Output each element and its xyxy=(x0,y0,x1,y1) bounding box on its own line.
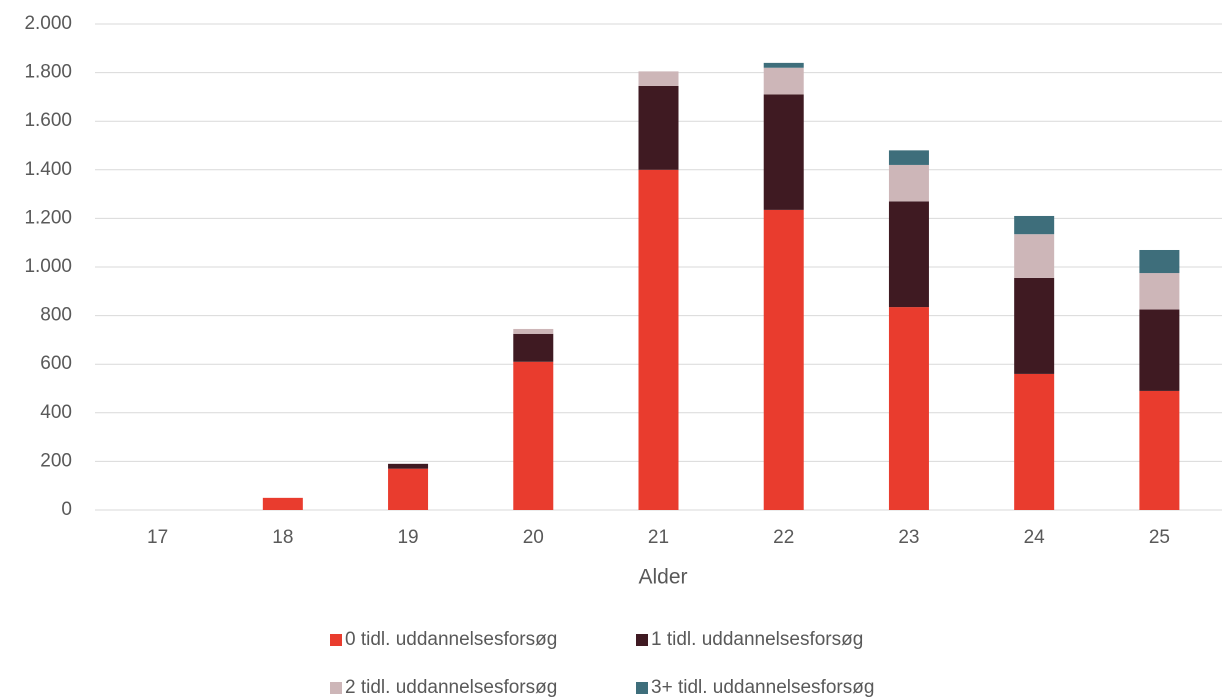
bar-segment xyxy=(763,67,804,95)
x-axis-label: Alder xyxy=(638,566,687,589)
bar-segment xyxy=(1014,215,1055,235)
x-tick-label: 19 xyxy=(397,527,418,548)
bar-segment xyxy=(888,307,929,510)
x-tick-label: 25 xyxy=(1149,527,1170,548)
x-tick-label: 17 xyxy=(147,527,168,548)
y-tick-label: 1.800 xyxy=(24,62,72,83)
legend-label: 1 tidl. uddannelsesforsøg xyxy=(651,629,863,650)
bar-segment xyxy=(1139,273,1180,310)
bar-segment xyxy=(638,85,679,170)
bar-segment xyxy=(888,164,929,202)
bar-segment xyxy=(1139,249,1180,274)
bar-segment xyxy=(1014,277,1055,374)
bar-segment xyxy=(388,468,429,510)
x-tick-label: 22 xyxy=(773,527,794,548)
bar-segment xyxy=(1014,234,1055,278)
bar-segment xyxy=(513,328,554,334)
bar-segment xyxy=(888,150,929,165)
bar-segment xyxy=(638,169,679,511)
bar-segment xyxy=(388,463,429,469)
y-tick-label: 600 xyxy=(40,353,72,374)
legend-swatch xyxy=(636,634,648,646)
x-tick-label: 18 xyxy=(272,527,293,548)
y-tick-label: 800 xyxy=(40,305,72,326)
x-tick-label: 21 xyxy=(648,527,669,548)
legend-label: 3+ tidl. uddannelsesforsøg xyxy=(651,677,874,698)
bar-segment xyxy=(763,62,804,68)
y-tick-label: 1.600 xyxy=(24,110,72,131)
x-tick-label: 23 xyxy=(898,527,919,548)
x-tick-label: 20 xyxy=(523,527,544,548)
legend-label: 2 tidl. uddannelsesforsøg xyxy=(345,677,557,698)
legend-label: 0 tidl. uddannelsesforsøg xyxy=(345,629,557,650)
y-tick-label: 0 xyxy=(61,499,72,520)
bar-segment xyxy=(513,333,554,362)
bar-segment xyxy=(763,209,804,510)
bar-segment xyxy=(763,94,804,210)
y-tick-label: 1.000 xyxy=(24,256,72,277)
y-tick-label: 400 xyxy=(40,402,72,423)
bar-segment xyxy=(1139,309,1180,391)
legend-swatch xyxy=(330,634,342,646)
x-tick-label: 24 xyxy=(1024,527,1046,548)
legend-swatch xyxy=(636,682,648,694)
legend-swatch xyxy=(330,682,342,694)
bar-segment xyxy=(1014,373,1055,510)
bar-segment xyxy=(262,497,303,510)
bar-segment xyxy=(513,361,554,510)
y-tick-label: 1.400 xyxy=(24,159,72,180)
y-tick-label: 2.000 xyxy=(24,13,72,34)
bar-segment xyxy=(638,71,679,86)
y-tick-label: 1.200 xyxy=(24,207,72,228)
y-tick-label: 200 xyxy=(40,450,72,471)
bar-segment xyxy=(888,201,929,308)
bar-segment xyxy=(1139,390,1180,510)
